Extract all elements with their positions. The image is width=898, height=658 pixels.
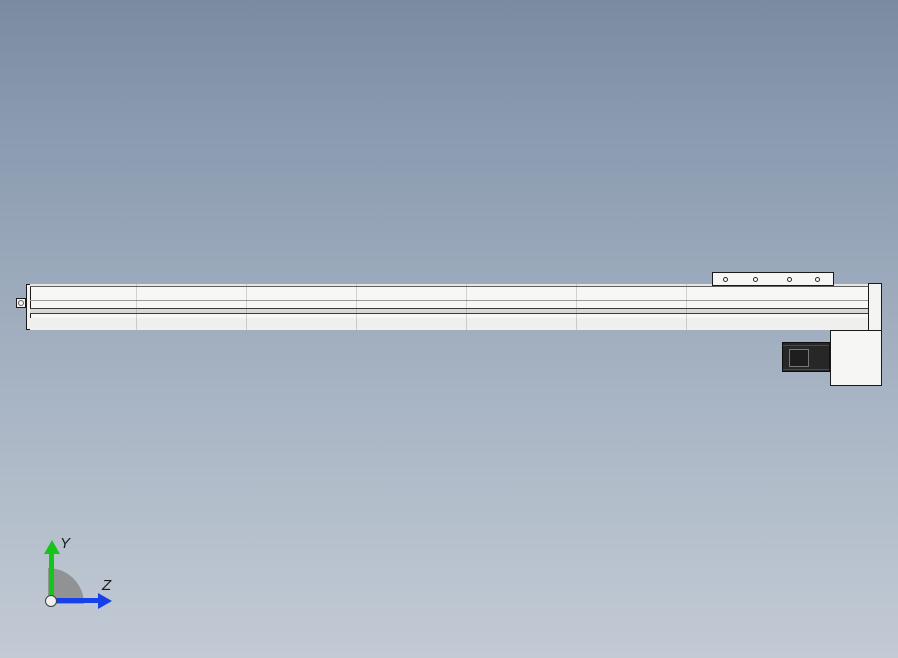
triad-z-arrowhead	[98, 593, 112, 609]
beam-seam-tick	[466, 284, 467, 330]
model-linear-actuator[interactable]	[16, 270, 882, 388]
view-orientation-triad[interactable]: Y Z	[42, 530, 122, 610]
beam-seam-tick	[246, 284, 247, 330]
triad-z-axis	[52, 598, 100, 603]
beam-extrusion-slot	[30, 308, 876, 314]
carriage-hole	[787, 277, 792, 282]
carriage-plate	[712, 272, 834, 286]
beam-seam-tick	[576, 284, 577, 330]
beam-seam-tick	[356, 284, 357, 330]
triad-y-axis	[49, 552, 54, 600]
beam-lower-face	[30, 318, 876, 330]
end-connector-left	[16, 298, 26, 308]
carriage-hole	[723, 277, 728, 282]
endcap-right	[868, 283, 882, 331]
carriage-hole	[753, 277, 758, 282]
motor-body	[782, 342, 830, 372]
triad-z-label: Z	[102, 577, 111, 594]
triad-y-label: Y	[60, 535, 70, 552]
triad-y-arrowhead	[44, 540, 60, 554]
cad-3d-viewport[interactable]: Y Z	[0, 0, 898, 658]
carriage-hole	[815, 277, 820, 282]
triad-origin-sphere	[45, 595, 57, 607]
motor-mount-housing	[830, 330, 882, 386]
beam-seam-tick	[136, 284, 137, 330]
beam-seam-tick	[686, 284, 687, 330]
beam-upper-seam	[30, 300, 876, 301]
